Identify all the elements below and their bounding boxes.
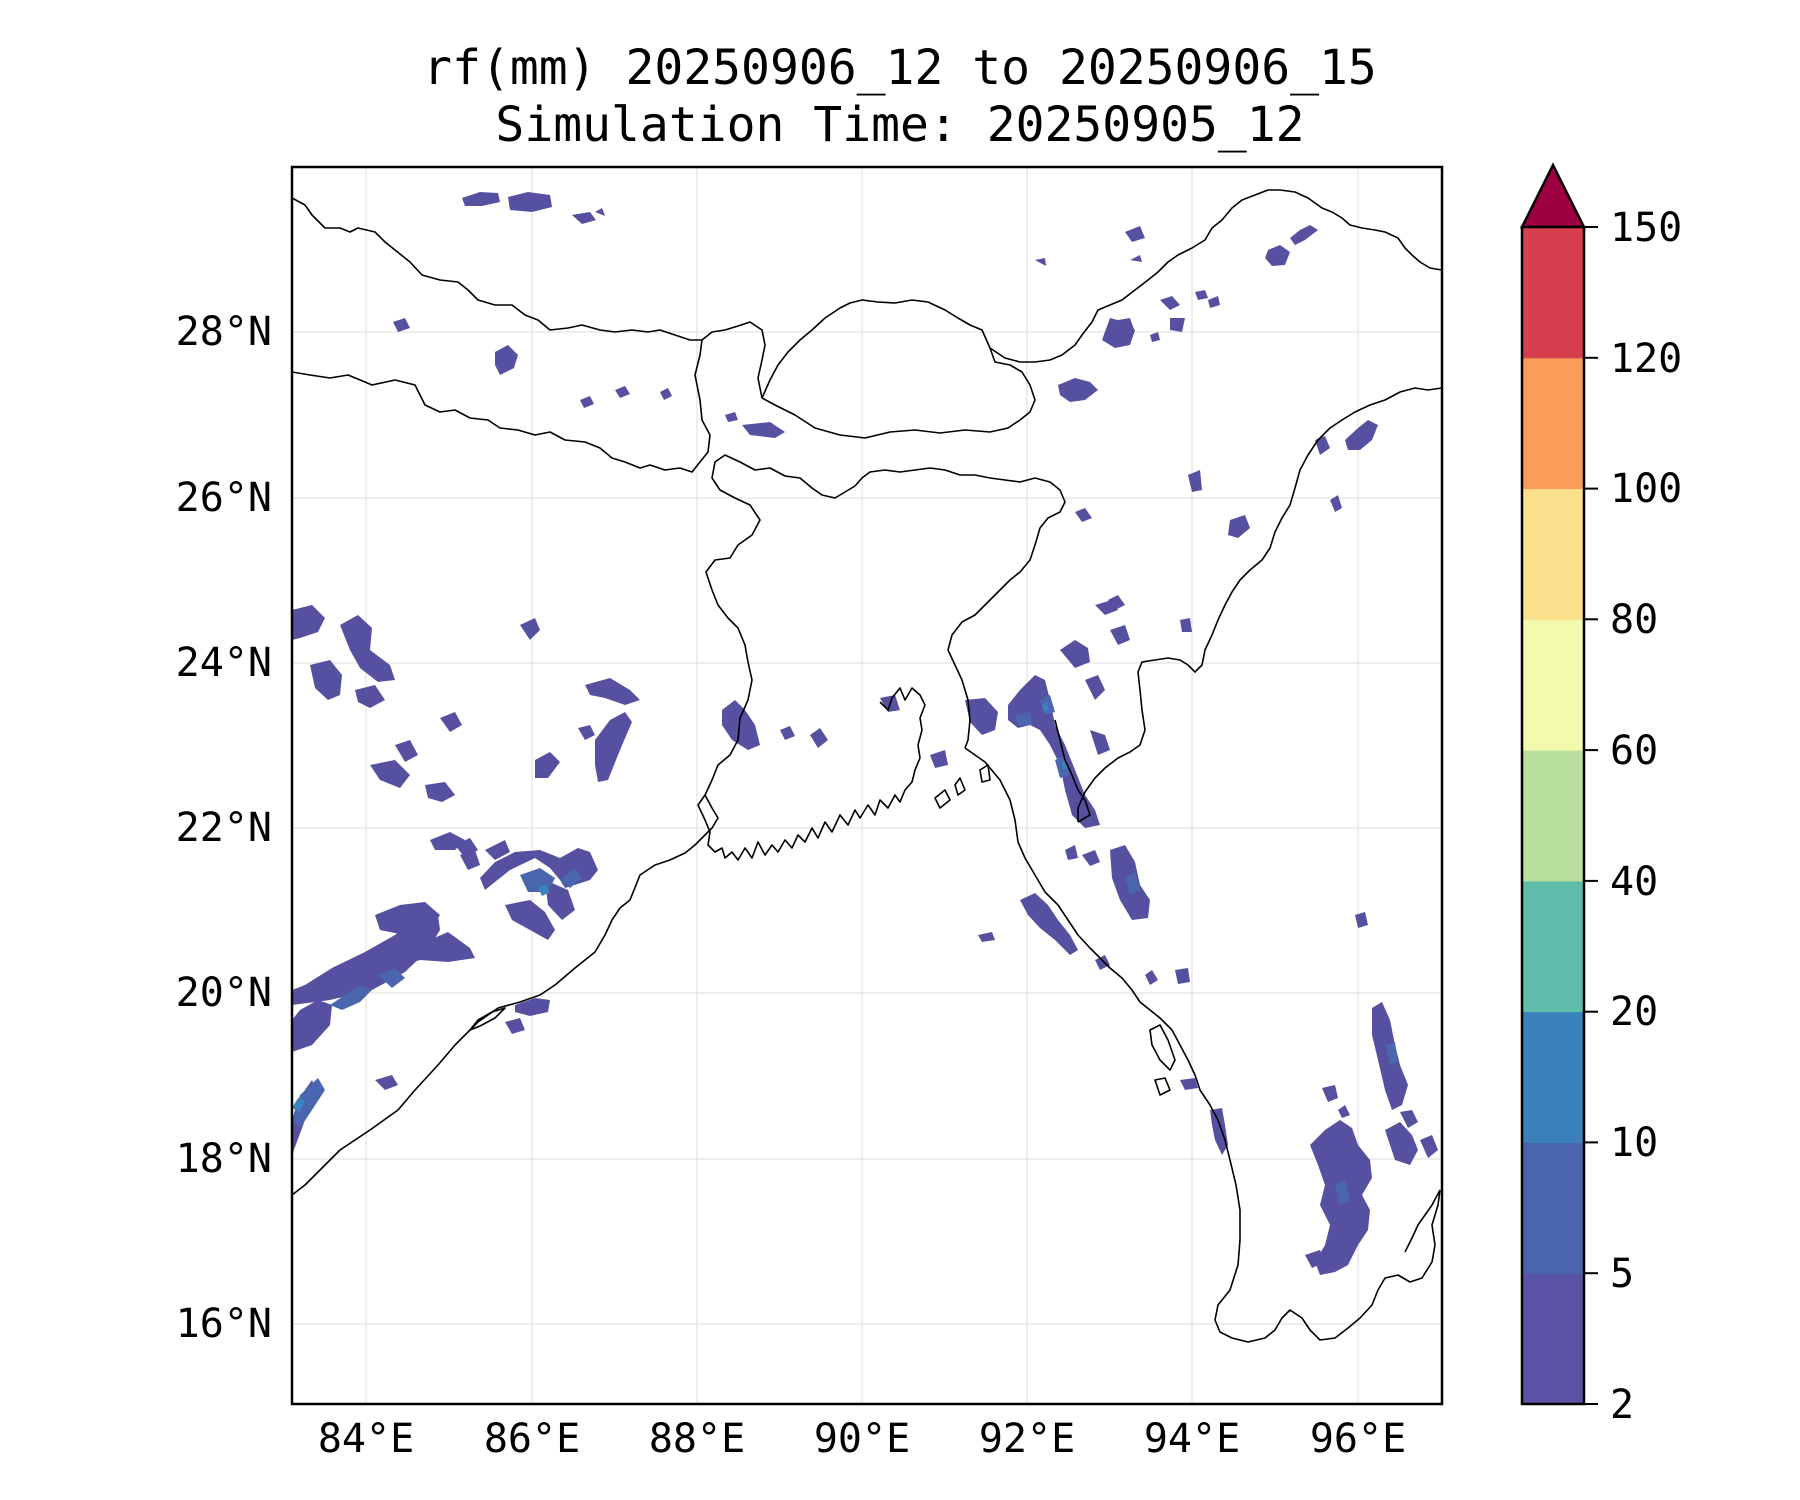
lon-tick-label: 96°E	[1310, 1416, 1406, 1462]
border-india-bangladesh	[704, 454, 1066, 796]
border-myanmar-east	[1404, 1189, 1441, 1253]
colorbar-segment	[1522, 1273, 1584, 1405]
lat-tick-label: 28°N	[176, 309, 272, 355]
colorbar-segment	[1522, 1011, 1584, 1143]
lon-tick-label: 84°E	[318, 1416, 414, 1462]
colorbar: 2 5 10 20 40 60 80 100 120 150	[1519, 162, 1682, 1428]
coastline-myanmar-west	[964, 747, 1441, 1343]
colorbar-segment	[1522, 227, 1584, 359]
colorbar-segment	[1522, 619, 1584, 751]
lon-tick-label: 86°E	[484, 1416, 580, 1462]
rainfall-shading	[292, 192, 1438, 1275]
colorbar-tick-label: 120	[1610, 336, 1682, 382]
lat-tick-label: 16°N	[176, 1301, 272, 1347]
colorbar-segment	[1522, 1142, 1584, 1274]
lon-tick-label: 90°E	[814, 1416, 910, 1462]
coastline-india-east	[292, 794, 719, 1196]
colorbar-segment	[1522, 488, 1584, 620]
border-bhutan	[761, 299, 1036, 439]
lat-tick-label: 22°N	[176, 805, 272, 851]
map-title-line2: Simulation Time: 20250905_12	[495, 97, 1305, 153]
colorbar-segment	[1522, 750, 1584, 882]
rainfall-2-5mm	[292, 192, 1438, 1275]
colorbar-tick-label: 20	[1610, 989, 1658, 1035]
border-india-myanmar	[1077, 387, 1442, 822]
colorbar-tick-label: 40	[1610, 859, 1658, 905]
lat-tick-labels: 16°N 18°N 20°N 22°N 24°N 26°N 28°N	[176, 309, 272, 1347]
border-india-nepal	[292, 339, 711, 473]
coastline-sundarbans	[697, 687, 926, 861]
border-bangladesh-myanmar	[1054, 719, 1091, 823]
coastline-cheduba	[1154, 1077, 1171, 1096]
colorbar-tick-label: 5	[1610, 1251, 1634, 1297]
rainfall-10-20mm	[292, 702, 1068, 1112]
lat-tick-label: 18°N	[176, 1136, 272, 1182]
colorbar-extend-arrow	[1519, 162, 1587, 229]
gridlines	[292, 167, 1442, 1404]
colorbar-tick-labels: 2 5 10 20 40 60 80 100 120 150	[1610, 205, 1682, 1428]
lon-tick-label: 92°E	[979, 1416, 1075, 1462]
border-china-arunachal	[989, 189, 1442, 363]
lon-tick-labels: 84°E 86°E 88°E 90°E 92°E 94°E 96°E	[318, 1416, 1406, 1462]
colorbar-tick-label: 2	[1610, 1382, 1634, 1428]
map-title-line1: rf(mm) 20250906_12 to 20250906_15	[423, 40, 1377, 96]
coastline-chilika	[469, 1007, 506, 1031]
border-sikkim	[701, 321, 766, 399]
colorbar-frame	[1520, 225, 1586, 1406]
colorbar-segment	[1522, 880, 1584, 1013]
coastline-meghna-islands	[934, 764, 991, 809]
lat-tick-label: 26°N	[176, 475, 272, 521]
map-boundaries	[292, 189, 1442, 1343]
colorbar-tick-label: 80	[1610, 597, 1658, 643]
coastline-ramree	[1149, 1024, 1176, 1071]
lat-tick-label: 24°N	[176, 640, 272, 686]
lon-tick-label: 94°E	[1144, 1416, 1240, 1462]
colorbar-tick-label: 10	[1610, 1120, 1658, 1166]
colorbar-tick-label: 100	[1610, 466, 1682, 512]
colorbar-tick-label: 60	[1610, 728, 1658, 774]
colorbar-segment	[1522, 357, 1584, 490]
lat-tick-label: 20°N	[176, 970, 272, 1016]
border-nepal-china	[292, 197, 702, 341]
map-frame	[290, 165, 1444, 1406]
colorbar-tick-label: 150	[1610, 205, 1682, 251]
lon-tick-label: 88°E	[649, 1416, 745, 1462]
